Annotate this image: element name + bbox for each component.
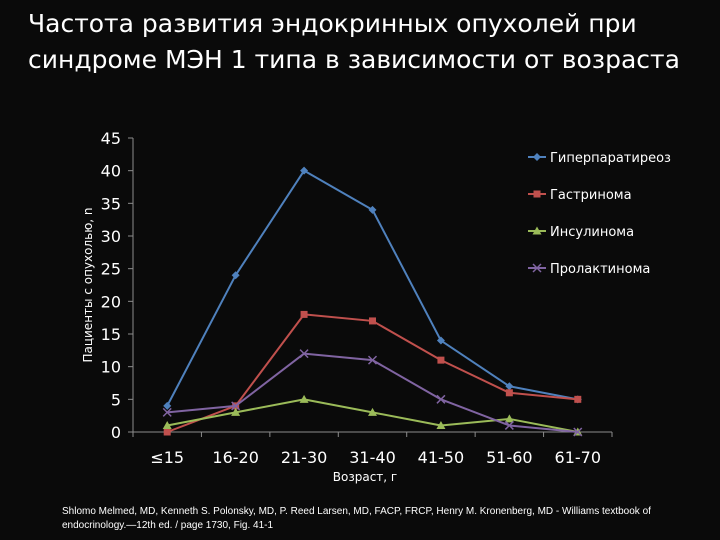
x-tick-label: 51-60 [486, 448, 533, 467]
data-point [505, 389, 513, 397]
data-point [573, 427, 583, 437]
data-point [162, 407, 172, 417]
legend-label: Инсулинома [550, 225, 634, 240]
y-tick-label: 35 [101, 194, 121, 213]
legend-label: Пролактинома [550, 262, 650, 277]
chart-legend: Гиперпаратиреоз Гастринома Инсулинома Прола… [528, 151, 671, 277]
data-point [231, 407, 241, 416]
y-tick-label: 40 [101, 162, 121, 181]
x-axis-label: Возраст, г [333, 470, 397, 484]
data-point [231, 271, 240, 280]
data-point [163, 428, 171, 436]
data-point [299, 394, 309, 403]
chart-axes: 0 5 10 15 20 25 30 35 40 45 ≤15 16-20 21-30 31-40 41-5… [101, 129, 613, 467]
x-tick-label: 31-40 [349, 448, 396, 467]
y-tick-label: 0 [111, 423, 121, 442]
data-point [300, 310, 308, 318]
data-point [300, 166, 309, 175]
legend-marker [533, 190, 541, 198]
x-tick-label: 16-20 [212, 448, 259, 467]
data-point [504, 414, 514, 423]
data-point [436, 336, 445, 345]
source-caption: Shlomo Melmed, MD, Kenneth S. Polonsky, … [62, 506, 651, 531]
series-2 [163, 310, 582, 436]
data-point [162, 420, 172, 429]
data-point [367, 355, 378, 365]
legend-item-4: Пролактинома [528, 262, 650, 277]
data-point [436, 420, 446, 429]
data-point [299, 349, 309, 359]
y-tick-label: 25 [101, 260, 121, 279]
legend-label: Гиперпаратиреоз [550, 151, 671, 166]
data-point [504, 420, 514, 430]
series-4 [162, 349, 583, 437]
slide-title-line-1: Частота развития эндокринных опухолей пр… [28, 9, 637, 38]
legend-item-1: Гиперпаратиреоз [528, 151, 671, 166]
legend-label: Гастринома [550, 188, 632, 203]
y-tick-label: 45 [101, 129, 121, 148]
legend-marker [532, 226, 542, 235]
data-point [369, 317, 376, 325]
y-tick-label: 30 [101, 227, 121, 246]
series-3 [162, 394, 583, 436]
legend-item-2: Гастринома [528, 188, 632, 203]
data-point [437, 356, 445, 364]
y-tick-label: 10 [101, 358, 121, 377]
y-tick-label: 20 [101, 292, 121, 311]
legend-marker [533, 153, 541, 161]
slide-title: Частота развития эндокринных опухолей пр… [28, 6, 708, 78]
data-point [163, 401, 172, 410]
chart-series [162, 166, 583, 437]
data-point [574, 395, 582, 403]
series-1 [163, 166, 582, 410]
x-tick-label: ≤15 [150, 448, 184, 467]
y-tick-label: 15 [101, 325, 121, 344]
legend-item-3: Инсулинома [528, 225, 634, 240]
data-point [231, 401, 241, 411]
slide-title-line-2: синдроме МЭН 1 типа в зависимости от воз… [28, 45, 680, 74]
x-tick-label: 21-30 [281, 448, 328, 467]
data-point [505, 382, 514, 391]
data-point [368, 205, 377, 214]
data-point [436, 394, 446, 404]
x-tick-label: 41-50 [418, 448, 465, 467]
y-axis-label: Пациенты с опухолью, n [81, 207, 95, 362]
x-tick-label: 61-70 [555, 448, 602, 467]
y-tick-label: 5 [111, 390, 121, 409]
legend-marker [532, 263, 542, 273]
data-point [368, 407, 377, 416]
